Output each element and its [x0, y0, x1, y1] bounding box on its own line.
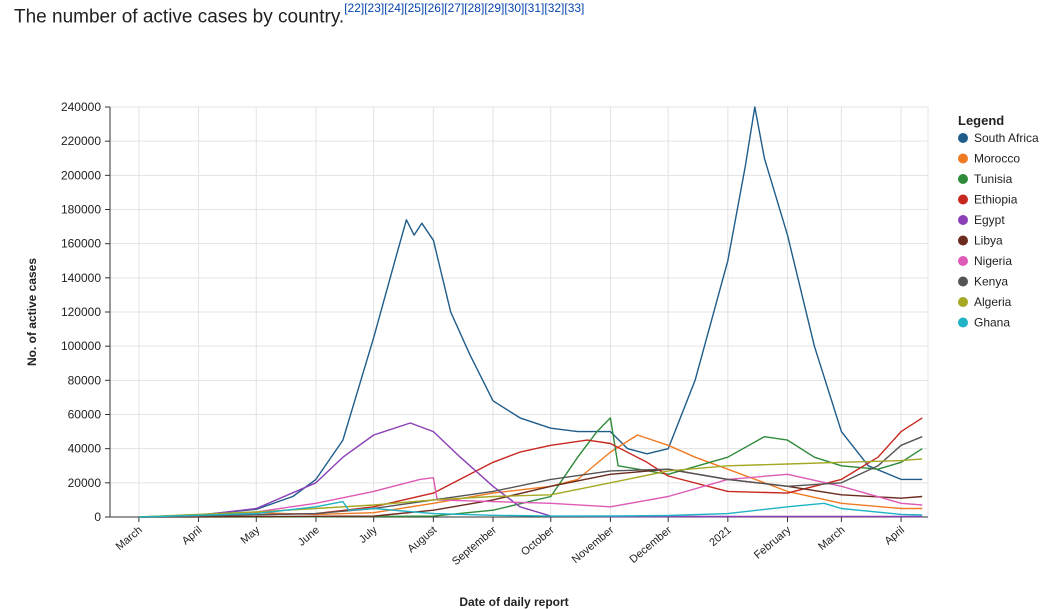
y-tick-label: 0 — [94, 510, 101, 524]
reference-link[interactable]: [32] — [544, 1, 565, 15]
x-tick-label: April — [180, 524, 205, 547]
legend-item-label: Tunisia — [974, 172, 1013, 186]
grid-lines — [109, 106, 929, 518]
y-tick-label: 60000 — [68, 408, 102, 422]
reference-link[interactable]: [22] — [344, 1, 365, 15]
legend-swatch — [958, 317, 968, 328]
legend-item-label: South Africa — [974, 131, 1039, 145]
legend-swatch — [958, 297, 968, 307]
y-tick-label: 100000 — [61, 339, 101, 353]
y-tick-label: 120000 — [61, 305, 101, 319]
x-tick-label: May — [239, 524, 263, 547]
legend-item-label: Kenya — [974, 275, 1008, 289]
legend: Legend South Africa Morocco Tunisia Ethiopi… — [958, 113, 1039, 330]
reference-link[interactable]: [31] — [524, 1, 545, 15]
series-line-ghana — [138, 500, 923, 518]
series-line-kenya — [138, 436, 923, 518]
x-tick-label: April — [882, 524, 907, 547]
x-tick-label: July — [357, 524, 380, 546]
x-axis-label: Date of daily report — [459, 595, 568, 609]
x-tick-label: October — [519, 524, 557, 559]
y-tick-label: 220000 — [61, 134, 101, 148]
y-tick-label: 80000 — [68, 373, 102, 387]
legend-item-label: Egypt — [974, 213, 1005, 227]
x-tick-label: March — [816, 524, 847, 553]
reference-link[interactable]: [33] — [564, 1, 585, 15]
y-tick-label: 40000 — [68, 442, 102, 456]
x-tick-label: August — [405, 524, 439, 555]
x-tick-label: February — [752, 524, 794, 562]
series-lines — [138, 106, 923, 518]
series-line-libya — [138, 468, 923, 518]
x-tick-label: December — [628, 524, 675, 566]
legend-item-label: Morocco — [974, 152, 1020, 166]
legend-item-label: Nigeria — [974, 254, 1012, 268]
reference-links: [22][23][24][25][26][27][28][29][30][31]… — [344, 1, 584, 15]
y-axis-label: No. of active cases — [25, 258, 39, 366]
reference-link[interactable]: [27] — [444, 1, 465, 15]
y-tick-label: 200000 — [61, 168, 101, 182]
legend-swatch — [958, 235, 968, 246]
reference-link[interactable]: [28] — [464, 1, 485, 15]
series-line-ethiopia — [138, 417, 923, 518]
legend-item-label: Algeria — [974, 295, 1012, 309]
x-tick-label: March — [114, 524, 145, 553]
reference-link[interactable]: [23] — [364, 1, 385, 15]
reference-link[interactable]: [29] — [484, 1, 505, 15]
legend-item-label: Libya — [974, 234, 1003, 248]
legend-swatch — [958, 174, 968, 184]
legend-title: Legend — [958, 113, 1004, 128]
series-line-nigeria — [138, 473, 923, 518]
legend-swatch — [958, 215, 968, 225]
legend-swatch — [958, 133, 968, 143]
x-tick-label: November — [570, 524, 617, 566]
figure-caption: The number of active cases by country.[2… — [14, 1, 584, 28]
y-tick-label: 20000 — [68, 476, 102, 490]
x-tick-label: 2021 — [707, 524, 733, 549]
y-tick-label: 160000 — [61, 237, 101, 251]
x-tick-label: September — [450, 524, 499, 568]
reference-link[interactable]: [30] — [504, 1, 525, 15]
legend-swatch — [958, 276, 968, 287]
legend-item-label: Ghana — [974, 316, 1010, 330]
legend-swatch — [958, 194, 968, 205]
y-tick-label: 240000 — [61, 100, 101, 114]
reference-link[interactable]: [24] — [384, 1, 405, 15]
legend-swatch — [958, 256, 968, 266]
series-line-algeria — [138, 458, 923, 518]
series-line-south-africa — [138, 106, 923, 518]
caption-text: The number of active cases by country. — [14, 6, 345, 28]
y-tick-label: 180000 — [61, 203, 101, 217]
reference-link[interactable]: [26] — [424, 1, 445, 15]
legend-swatch — [958, 153, 968, 164]
legend-item-label: Ethiopia — [974, 193, 1018, 207]
axes: 0 20000 40000 60000 80000 100000 120000 140000 1… — [61, 100, 928, 568]
y-tick-label: 140000 — [61, 271, 101, 285]
reference-link[interactable]: [25] — [404, 1, 425, 15]
x-tick-label: June — [296, 524, 322, 549]
